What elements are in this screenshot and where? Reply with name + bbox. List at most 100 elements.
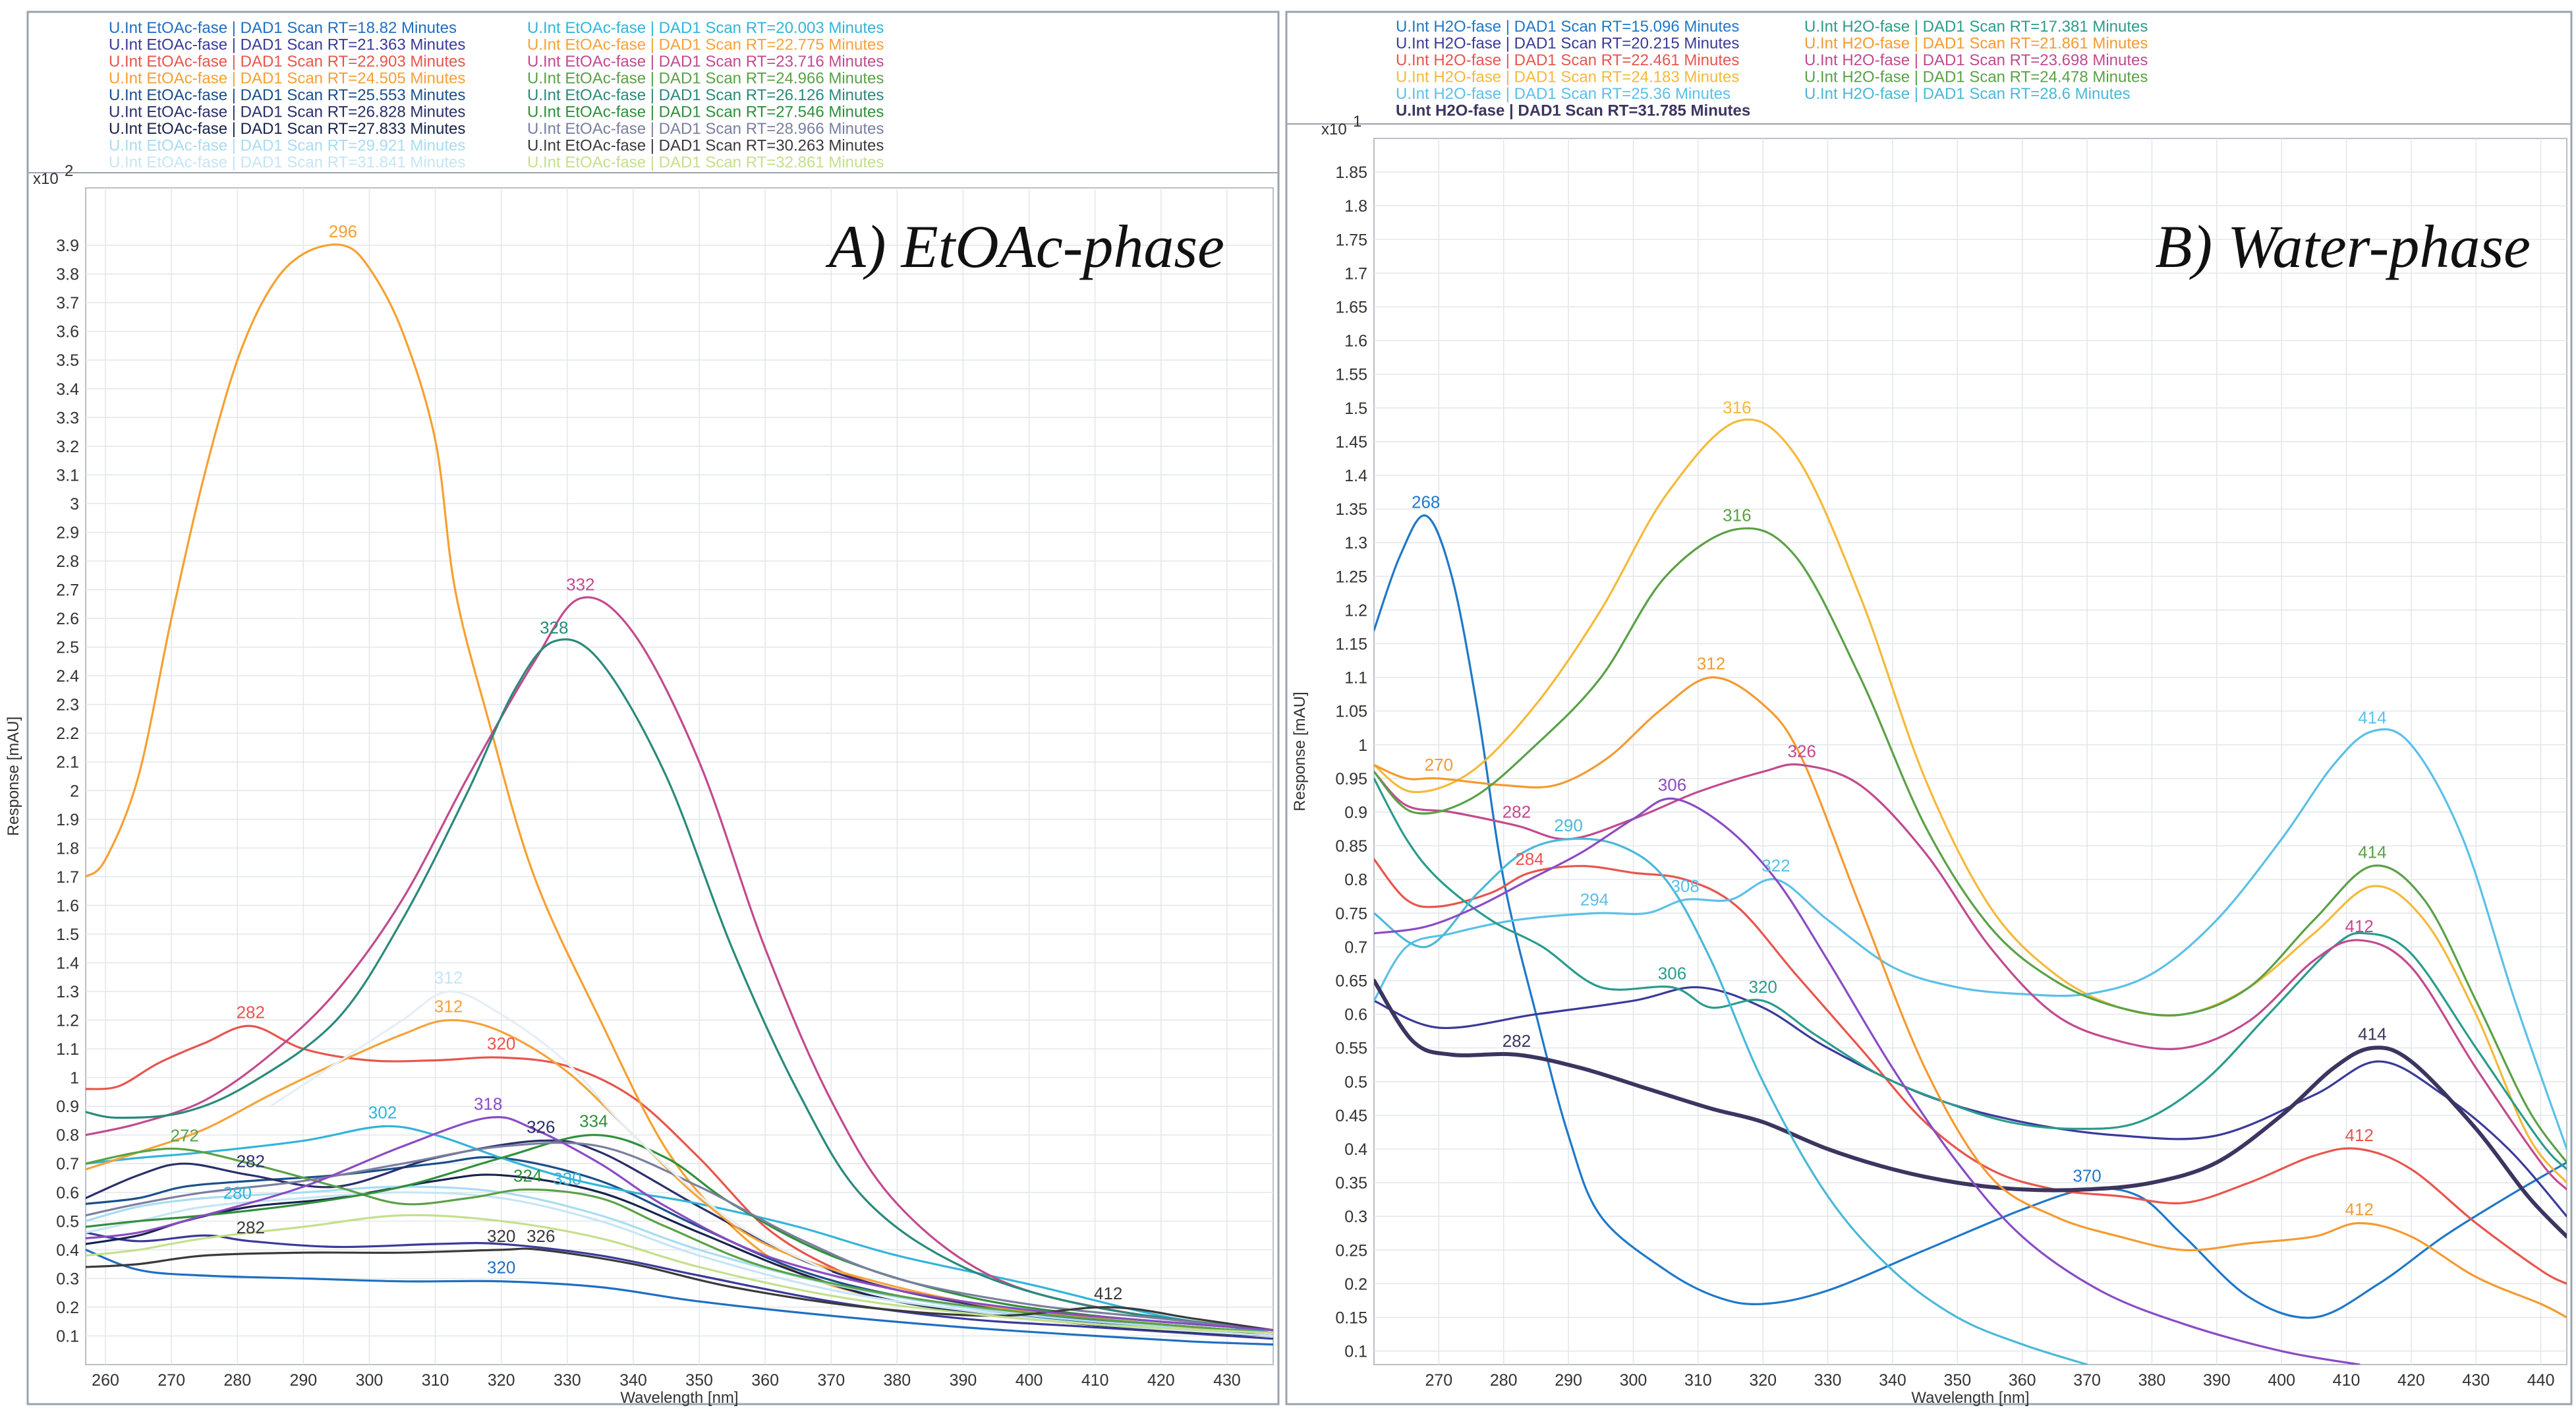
a-legend-entry: U.Int EtOAc-fase | DAD1 Scan RT=26.828 M…: [109, 103, 465, 121]
b-x-tick-label: 420: [2397, 1371, 2425, 1390]
b-y-tick-label: 1.65: [1335, 298, 1367, 316]
b-y-tick-label: 1.8: [1344, 197, 1367, 216]
b-y-tick-label: 0.6: [1344, 1006, 1367, 1024]
b-y-tick-label: 1.25: [1335, 568, 1367, 586]
a-x-tick-label: 390: [950, 1371, 977, 1390]
b-peak-label: 414: [2358, 707, 2386, 727]
b-y-tick-label: 0.85: [1335, 837, 1367, 856]
panel-a-legend: U.Int EtOAc-fase | DAD1 Scan RT=18.82 Mi…: [109, 19, 884, 171]
b-y-tick-label: 0.2: [1344, 1275, 1367, 1293]
b-peak-label: 282: [1503, 1031, 1531, 1051]
a-legend-entry: U.Int EtOAc-fase | DAD1 Scan RT=30.263 M…: [527, 137, 884, 155]
b-peak-label: 290: [1554, 815, 1582, 835]
a-series-line: [86, 1134, 1273, 1332]
b-y-multiplier-exponent: 1: [1353, 113, 1361, 131]
b-y-tick-label: 1.35: [1335, 500, 1367, 519]
b-series-group: [1374, 418, 2567, 1365]
b-x-tick-label: 310: [1684, 1371, 1712, 1390]
a-peak-label: 280: [223, 1183, 252, 1203]
b-y-tick-label: 1.45: [1335, 433, 1367, 452]
a-y-tick-label: 1.7: [56, 868, 79, 887]
a-series-line: [86, 1249, 1273, 1346]
b-legend-entry: U.Int H2O-fase | DAD1 Scan RT=17.381 Min…: [1804, 18, 2148, 36]
a-panel-title: A) EtOAc-phase: [825, 213, 1224, 280]
b-y-multiplier: x10: [1321, 121, 1347, 138]
a-y-tick-label: 3.9: [56, 237, 79, 255]
b-series-line: [1374, 514, 2567, 1319]
b-peak-label: 316: [1723, 398, 1751, 417]
a-legend-entry: U.Int EtOAc-fase | DAD1 Scan RT=21.363 M…: [109, 36, 465, 54]
a-y-tick-label: 0.4: [56, 1241, 79, 1260]
b-legend-entry: U.Int H2O-fase | DAD1 Scan RT=31.785 Min…: [1396, 102, 1750, 120]
a-y-tick-label: 3.4: [56, 380, 79, 399]
a-y-multiplier: x10: [33, 170, 59, 188]
b-series-line: [1374, 728, 2567, 1150]
a-y-tick-label: 3.2: [56, 438, 79, 456]
b-legend-entry: U.Int H2O-fase | DAD1 Scan RT=28.6 Minut…: [1804, 85, 2131, 103]
a-peak-label: 282: [237, 1152, 265, 1171]
a-peak-label: 334: [579, 1111, 608, 1131]
b-x-tick-label: 270: [1425, 1371, 1453, 1390]
a-peak-label: 412: [1094, 1283, 1122, 1303]
a-y-tick-label: 2.8: [56, 552, 79, 571]
b-y-tick-label: 1.55: [1335, 366, 1367, 384]
a-y-tick-label: 1.6: [56, 897, 79, 915]
a-series-line: [86, 1147, 1273, 1334]
b-y-tick-label: 0.5: [1344, 1073, 1367, 1092]
b-y-tick-label: 1.15: [1335, 635, 1367, 653]
b-y-tick-label: 0.4: [1344, 1140, 1367, 1159]
a-legend-entry: U.Int EtOAc-fase | DAD1 Scan RT=24.505 M…: [109, 70, 465, 88]
a-y-tick-label: 3.5: [56, 351, 79, 370]
a-y-tick-label: 1.9: [56, 811, 79, 829]
a-y-tick-label: 0.2: [56, 1299, 79, 1317]
b-legend-entry: U.Int H2O-fase | DAD1 Scan RT=25.36 Minu…: [1396, 85, 1731, 103]
b-y-tick-label: 1.3: [1344, 534, 1367, 552]
b-x-tick-label: 290: [1555, 1371, 1582, 1390]
a-series-line: [86, 1214, 1273, 1334]
b-plot-area: [1373, 138, 2567, 1365]
a-peak-label: 282: [237, 1002, 265, 1022]
b-x-tick-label: 390: [2203, 1371, 2231, 1390]
b-legend-entry: U.Int H2O-fase | DAD1 Scan RT=24.478 Min…: [1804, 69, 2148, 86]
a-series-line: [86, 1141, 1273, 1332]
a-y-tick-label: 2.6: [56, 610, 79, 628]
a-y-tick-label: 0.7: [56, 1155, 79, 1173]
b-y-tick-label: 1.6: [1344, 332, 1367, 351]
a-legend-entry: U.Int EtOAc-fase | DAD1 Scan RT=24.966 M…: [527, 70, 884, 88]
a-legend-entry: U.Int EtOAc-fase | DAD1 Scan RT=31.841 M…: [109, 154, 465, 171]
a-legend-entry: U.Int EtOAc-fase | DAD1 Scan RT=32.861 M…: [527, 154, 884, 171]
a-peak-label: 320: [487, 1258, 515, 1278]
b-x-tick-label: 410: [2333, 1371, 2361, 1390]
b-peak-label: 414: [2358, 842, 2386, 862]
a-peak-label: 330: [553, 1169, 581, 1189]
b-series-line: [1374, 418, 2567, 1184]
b-legend-entry: U.Int H2O-fase | DAD1 Scan RT=24.183 Min…: [1396, 69, 1739, 86]
b-y-tick-label: 0.55: [1335, 1040, 1367, 1058]
a-y-tick-label: 2.7: [56, 581, 79, 600]
a-y-tick-label: 0.1: [56, 1327, 79, 1345]
a-y-tick-label: 3.8: [56, 266, 79, 284]
b-y-tick-label: 0.9: [1344, 804, 1367, 822]
b-peak-label: 268: [1412, 492, 1440, 512]
b-peak-label: 412: [2345, 916, 2374, 936]
a-x-tick-label: 410: [1081, 1371, 1109, 1390]
a-x-tick-label: 430: [1213, 1371, 1241, 1390]
b-y-tick-label: 1.2: [1344, 601, 1367, 620]
a-series-line: [86, 1116, 1273, 1332]
b-x-tick-label: 320: [1749, 1371, 1777, 1390]
b-y-tick-label: 1.1: [1344, 669, 1367, 688]
a-series-line: [86, 1191, 1273, 1338]
a-x-axis-label: Wavelength [nm]: [620, 1389, 738, 1407]
b-y-tick-label: 1: [1358, 736, 1367, 755]
b-legend-entry: U.Int H2O-fase | DAD1 Scan RT=21.861 Min…: [1804, 35, 2148, 53]
b-series-line: [1374, 978, 2567, 1239]
b-peak-label: 284: [1515, 849, 1543, 869]
a-peak-label: 302: [368, 1103, 397, 1123]
a-series-line: [86, 596, 1273, 1332]
a-series-line: [269, 990, 832, 1274]
a-x-tick-label: 280: [223, 1371, 251, 1390]
a-y-tick-label: 0.8: [56, 1127, 79, 1145]
a-x-tick-label: 380: [884, 1371, 911, 1390]
a-y-tick-label: 1.2: [56, 1012, 79, 1030]
b-peak-label: 370: [2073, 1165, 2101, 1185]
